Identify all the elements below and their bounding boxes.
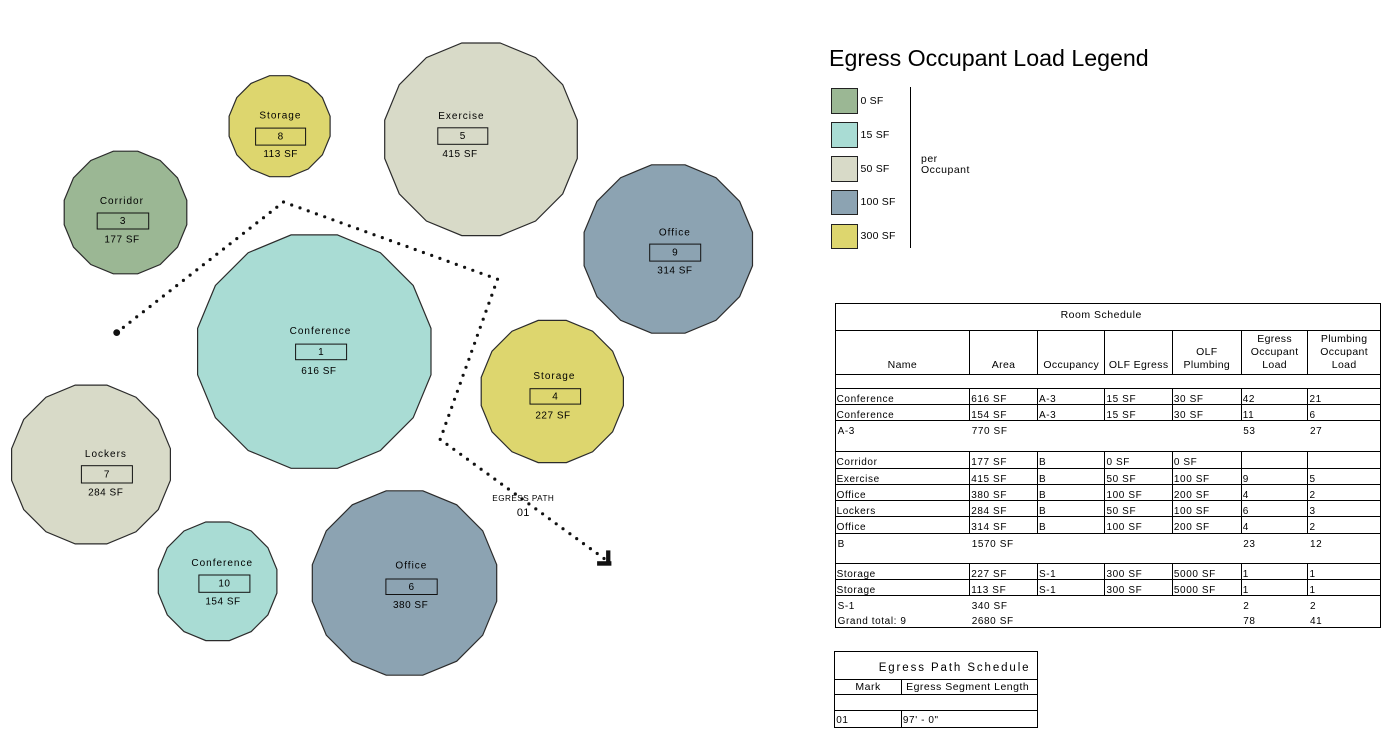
svg-text:9: 9 — [672, 248, 678, 259]
svg-text:415 SF: 415 SF — [442, 149, 477, 160]
svg-text:Corridor: Corridor — [100, 196, 144, 207]
svg-text:113 SF: 113 SF — [263, 149, 298, 160]
svg-text:1: 1 — [318, 347, 324, 358]
svg-text:Conference: Conference — [191, 558, 253, 569]
svg-text:284 SF: 284 SF — [88, 487, 123, 498]
svg-text:314 SF: 314 SF — [657, 266, 692, 277]
svg-text:616 SF: 616 SF — [301, 366, 336, 377]
svg-text:177 SF: 177 SF — [104, 235, 139, 246]
svg-text:Storage: Storage — [259, 110, 301, 121]
svg-text:7: 7 — [104, 469, 110, 480]
svg-text:3: 3 — [120, 216, 126, 227]
svg-text:5: 5 — [460, 131, 466, 142]
svg-text:380 SF: 380 SF — [393, 600, 428, 611]
svg-text:Storage: Storage — [533, 371, 575, 382]
svg-text:6: 6 — [408, 582, 414, 593]
svg-text:Lockers: Lockers — [85, 449, 127, 460]
svg-text:EGRESS PATH: EGRESS PATH — [492, 494, 554, 503]
svg-text:227 SF: 227 SF — [535, 411, 570, 422]
svg-text:Office: Office — [659, 228, 691, 239]
svg-text:154 SF: 154 SF — [205, 596, 240, 607]
svg-text:10: 10 — [218, 579, 230, 590]
svg-text:Conference: Conference — [290, 326, 352, 337]
svg-text:Exercise: Exercise — [438, 111, 484, 122]
svg-text:01: 01 — [517, 507, 530, 519]
svg-text:4: 4 — [552, 391, 558, 402]
svg-text:Office: Office — [395, 561, 427, 572]
svg-text:8: 8 — [278, 132, 284, 143]
